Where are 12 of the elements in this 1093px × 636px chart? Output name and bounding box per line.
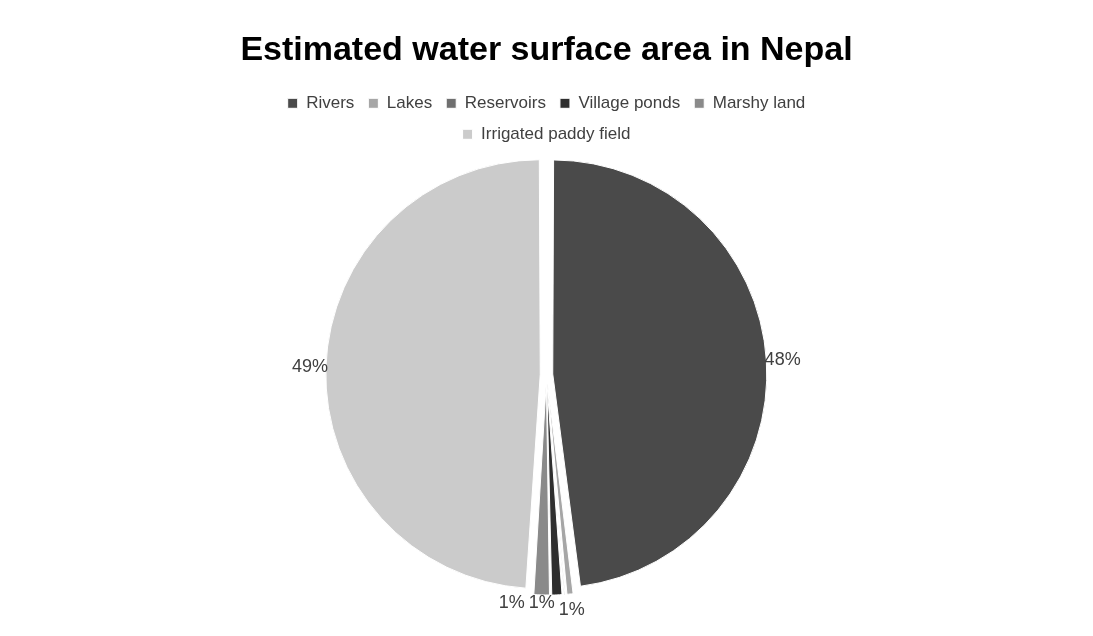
legend-label: Village ponds: [578, 92, 681, 112]
legend-label: Irrigated paddy field: [481, 123, 631, 143]
legend-label: Rivers: [306, 92, 355, 112]
data-label: 1%: [528, 591, 555, 612]
legend-label: Reservoirs: [464, 92, 546, 112]
data-label: 48%: [764, 348, 801, 369]
data-label: 49%: [292, 355, 329, 376]
chart-title: Estimated water surface area in Nepal: [240, 28, 853, 67]
data-label: 1%: [558, 598, 585, 619]
legend-label: Marshy land: [712, 92, 806, 112]
data-label: 1%: [498, 591, 525, 612]
legend-label: Lakes: [386, 92, 433, 112]
